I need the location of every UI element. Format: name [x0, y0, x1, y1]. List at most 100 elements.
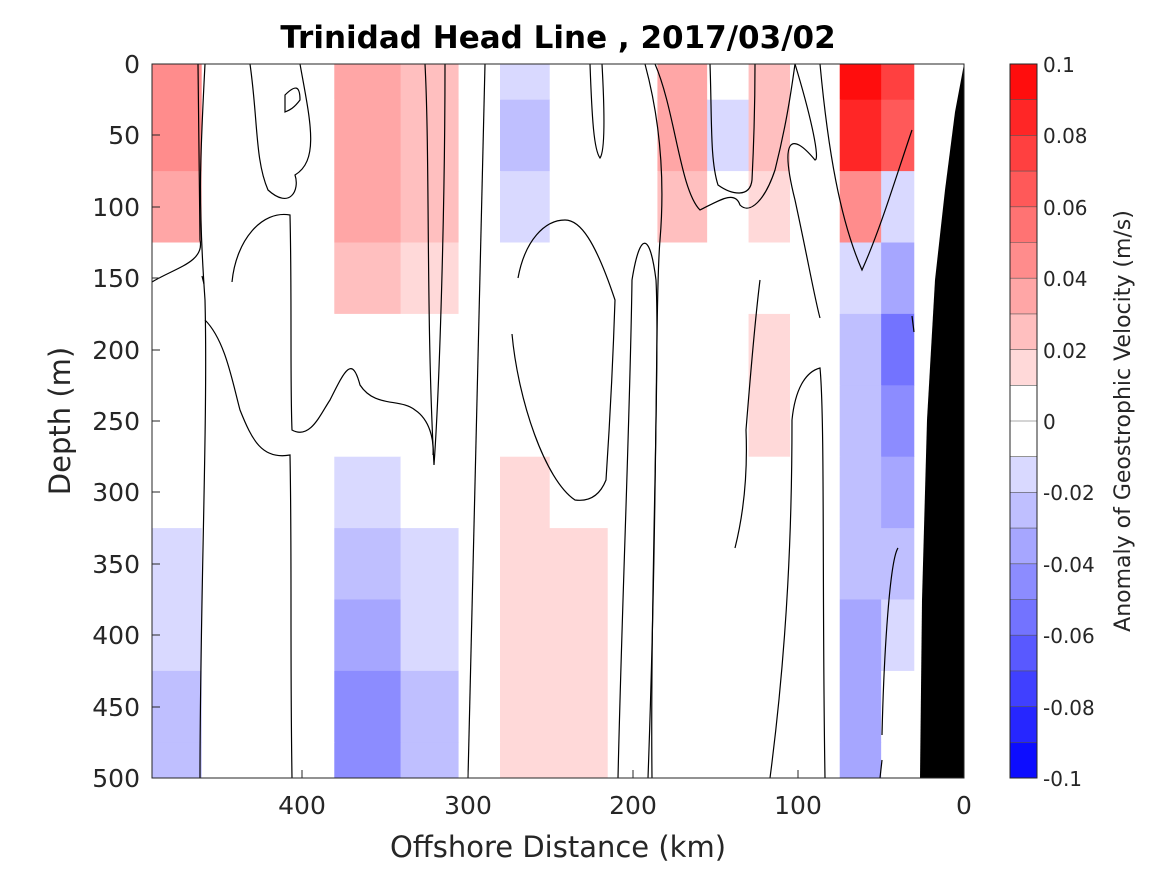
- heat-cell: [839, 670, 882, 743]
- heat-cell: [549, 742, 609, 778]
- heat-cell: [707, 242, 750, 315]
- heat-cell: [657, 670, 708, 743]
- heat-cell: [748, 599, 791, 672]
- heat-cell: [400, 742, 460, 778]
- heat-cell: [152, 670, 203, 743]
- heat-cell: [400, 456, 460, 529]
- heat-cell: [607, 385, 659, 458]
- x-tick-label: 0: [956, 791, 972, 820]
- heat-cell: [707, 528, 750, 601]
- heat-cell: [458, 670, 501, 743]
- plot-area: [151, 63, 965, 779]
- heat-cell: [549, 171, 609, 244]
- heat-cell: [839, 742, 882, 778]
- heat-cell: [748, 742, 791, 778]
- heat-cell: [152, 599, 203, 672]
- heat-cell: [748, 385, 791, 458]
- heat-cell: [607, 242, 659, 315]
- heat-cell: [152, 742, 203, 778]
- zero-contour: [201, 275, 205, 285]
- heat-cell: [790, 64, 841, 101]
- heat-cell: [500, 313, 551, 386]
- heat-cell: [790, 599, 841, 672]
- heat-cell: [458, 456, 501, 529]
- colorbar-band: [1010, 135, 1037, 172]
- heat-cell: [607, 456, 659, 529]
- heat-cell: [839, 456, 882, 529]
- y-tick-label: 400: [92, 621, 140, 650]
- heat-cell: [549, 385, 609, 458]
- colorbar-tick-label: -0.04: [1043, 553, 1095, 577]
- heat-cell: [201, 599, 269, 672]
- heat-cell: [500, 171, 551, 244]
- heat-cell: [657, 528, 708, 601]
- heat-cell: [458, 99, 501, 172]
- velocity-field: [152, 64, 964, 778]
- heat-cell: [707, 670, 750, 743]
- colorbar-tick-label: -0.06: [1043, 624, 1095, 648]
- heat-cell: [657, 385, 708, 458]
- colorbar-bands: [1010, 63, 1037, 779]
- colorbar-band: [1010, 349, 1037, 386]
- heat-cell: [549, 528, 609, 601]
- heat-cell: [400, 171, 460, 244]
- heat-cell: [657, 599, 708, 672]
- colorbar-band: [1010, 492, 1037, 529]
- heat-cell: [500, 599, 551, 672]
- x-tick-label: 400: [278, 791, 326, 820]
- heat-cell: [152, 528, 203, 601]
- heat-cell: [268, 242, 335, 315]
- heat-cell: [334, 670, 402, 743]
- heat-cell: [549, 99, 609, 172]
- y-tick-label: 50: [108, 121, 140, 150]
- heat-cell: [607, 99, 659, 172]
- heat-cell: [334, 99, 402, 172]
- zero-contour: [589, 64, 605, 160]
- colorbar-band: [1010, 563, 1037, 600]
- heat-cell: [881, 313, 915, 386]
- zero-contour: [199, 64, 207, 778]
- heat-cell: [458, 599, 501, 672]
- y-tick-label: 450: [92, 693, 140, 722]
- heat-cell: [201, 242, 269, 315]
- heat-cell: [334, 742, 402, 778]
- colorbar-label: Anomaly of Geostrophic Velocity (m/s): [1111, 210, 1136, 632]
- heat-cell: [839, 64, 882, 101]
- heat-cell: [790, 242, 841, 315]
- heat-cell: [839, 242, 882, 315]
- colorbar: 0.1 0.08 0.06 0.04 0.02 0 -0.02 -0.04 -0…: [1009, 53, 1136, 791]
- heat-cell: [268, 528, 335, 601]
- heat-cell: [881, 528, 915, 601]
- zero-contour: [879, 759, 883, 778]
- heat-cell: [500, 670, 551, 743]
- y-tick-label: 150: [92, 264, 140, 293]
- x-axis: 400 300 200 100 0 Offshore Distance (km): [278, 770, 972, 864]
- heat-cell: [881, 242, 915, 315]
- heat-cell: [657, 99, 708, 172]
- heat-cell: [790, 528, 841, 601]
- x-tick-label: 100: [774, 791, 822, 820]
- heat-cell: [707, 742, 750, 778]
- zero-contour: [204, 319, 293, 778]
- zero-contour: [654, 64, 796, 211]
- heat-cell: [707, 385, 750, 458]
- heat-cell: [201, 670, 269, 743]
- heat-cell: [839, 99, 882, 172]
- heat-cell: [268, 456, 335, 529]
- heat-cell: [458, 313, 501, 386]
- heat-cell: [657, 742, 708, 778]
- heat-cell: [400, 599, 460, 672]
- heat-cell: [334, 242, 402, 315]
- x-axis-label: Offshore Distance (km): [390, 830, 726, 864]
- heat-cell: [549, 313, 609, 386]
- heat-cell: [400, 670, 460, 743]
- chart-title: Trinidad Head Line , 2017/03/02: [280, 20, 835, 56]
- heat-cell: [707, 599, 750, 672]
- colorbar-frame: [1009, 63, 1038, 779]
- x-tick-label: 300: [444, 791, 492, 820]
- heat-cell: [334, 456, 402, 529]
- heat-cell: [790, 456, 841, 529]
- y-tick-label: 100: [92, 193, 140, 222]
- y-tick-label: 500: [92, 764, 140, 793]
- heat-cell: [152, 385, 203, 458]
